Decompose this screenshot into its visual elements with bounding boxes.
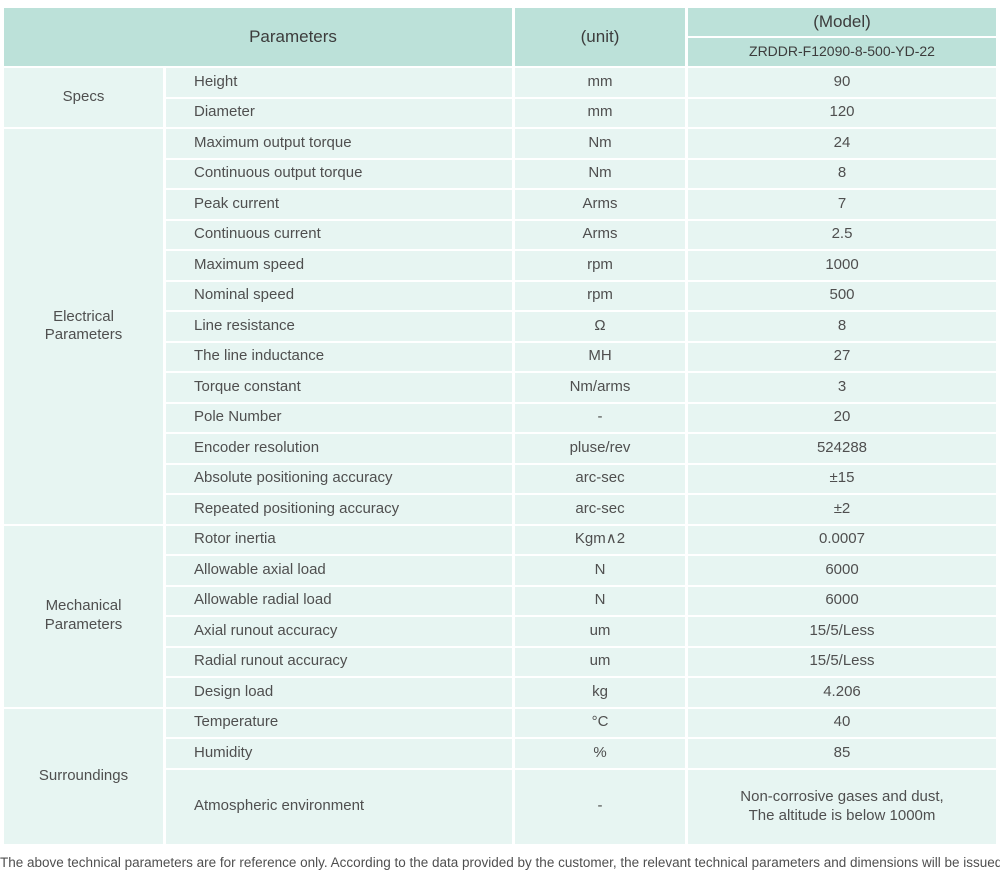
value-encoder-resolution: 524288 bbox=[688, 434, 996, 463]
unit-torque-constant: Nm/arms bbox=[515, 373, 685, 402]
param-name-continuous-current: Continuous current bbox=[166, 220, 512, 249]
unit-maximum-speed: rpm bbox=[515, 251, 685, 280]
header-parameters: Parameters bbox=[4, 8, 512, 66]
unit-repeated-positioning-accuracy: arc-sec bbox=[515, 495, 685, 524]
param-name-absolute-positioning-accuracy: Absolute positioning accuracy bbox=[166, 464, 512, 493]
param-name-repeated-positioning-accuracy: Repeated positioning accuracy bbox=[166, 495, 512, 524]
unit-rotor-inertia: Kgm∧2 bbox=[515, 525, 685, 554]
param-name-atmospheric-environment: Atmospheric environment bbox=[166, 769, 512, 844]
value-design-load: 4.206 bbox=[688, 678, 996, 707]
param-name-temperature: Temperature bbox=[166, 708, 512, 737]
value-continuous-output-torque: 8 bbox=[688, 159, 996, 188]
footer-note: The above technical parameters are for r… bbox=[0, 855, 1000, 870]
unit-absolute-positioning-accuracy: arc-sec bbox=[515, 464, 685, 493]
value-maximum-output-torque: 24 bbox=[688, 129, 996, 158]
value-continuous-current: 2.5 bbox=[688, 220, 996, 249]
unit-nominal-speed: rpm bbox=[515, 281, 685, 310]
section-label-electrical-parameters: Electrical Parameters bbox=[4, 129, 163, 524]
param-name-maximum-speed: Maximum speed bbox=[166, 251, 512, 280]
unit-atmospheric-environment: - bbox=[515, 769, 685, 844]
value-the-line-inductance: 27 bbox=[688, 342, 996, 371]
param-name-humidity: Humidity bbox=[166, 739, 512, 768]
param-name-allowable-radial-load: Allowable radial load bbox=[166, 586, 512, 615]
unit-allowable-radial-load: N bbox=[515, 586, 685, 615]
param-name-design-load: Design load bbox=[166, 678, 512, 707]
unit-height: mm bbox=[515, 68, 685, 97]
unit-maximum-output-torque: Nm bbox=[515, 129, 685, 158]
param-name-maximum-output-torque: Maximum output torque bbox=[166, 129, 512, 158]
param-name-height: Height bbox=[166, 68, 512, 97]
param-name-allowable-axial-load: Allowable axial load bbox=[166, 556, 512, 585]
param-name-the-line-inductance: The line inductance bbox=[166, 342, 512, 371]
unit-temperature: °C bbox=[515, 708, 685, 737]
value-allowable-axial-load: 6000 bbox=[688, 556, 996, 585]
param-name-continuous-output-torque: Continuous output torque bbox=[166, 159, 512, 188]
value-radial-runout-accuracy: 15/5/Less bbox=[688, 647, 996, 676]
unit-the-line-inductance: MH bbox=[515, 342, 685, 371]
value-repeated-positioning-accuracy: ±2 bbox=[688, 495, 996, 524]
param-name-peak-current: Peak current bbox=[166, 190, 512, 219]
header-model: (Model) bbox=[688, 8, 996, 36]
value-nominal-speed: 500 bbox=[688, 281, 996, 310]
value-peak-current: 7 bbox=[688, 190, 996, 219]
value-rotor-inertia: 0.0007 bbox=[688, 525, 996, 554]
value-absolute-positioning-accuracy: ±15 bbox=[688, 464, 996, 493]
value-axial-runout-accuracy: 15/5/Less bbox=[688, 617, 996, 646]
unit-diameter: mm bbox=[515, 98, 685, 127]
value-atmospheric-environment: Non-corrosive gases and dust, The altitu… bbox=[688, 769, 996, 844]
param-name-line-resistance: Line resistance bbox=[166, 312, 512, 341]
unit-humidity: % bbox=[515, 739, 685, 768]
section-label-mechanical-parameters: Mechanical Parameters bbox=[4, 525, 163, 707]
unit-peak-current: Arms bbox=[515, 190, 685, 219]
unit-continuous-output-torque: Nm bbox=[515, 159, 685, 188]
value-pole-number: 20 bbox=[688, 403, 996, 432]
unit-line-resistance: Ω bbox=[515, 312, 685, 341]
param-name-diameter: Diameter bbox=[166, 98, 512, 127]
value-temperature: 40 bbox=[688, 708, 996, 737]
value-maximum-speed: 1000 bbox=[688, 251, 996, 280]
unit-encoder-resolution: pluse/rev bbox=[515, 434, 685, 463]
value-humidity: 85 bbox=[688, 739, 996, 768]
value-diameter: 120 bbox=[688, 98, 996, 127]
header-unit: (unit) bbox=[515, 8, 685, 66]
value-line-resistance: 8 bbox=[688, 312, 996, 341]
unit-continuous-current: Arms bbox=[515, 220, 685, 249]
param-name-radial-runout-accuracy: Radial runout accuracy bbox=[166, 647, 512, 676]
unit-allowable-axial-load: N bbox=[515, 556, 685, 585]
unit-radial-runout-accuracy: um bbox=[515, 647, 685, 676]
header-model-code: ZRDDR-F12090-8-500-YD-22 bbox=[688, 38, 996, 66]
section-label-surroundings: Surroundings bbox=[4, 708, 163, 844]
param-name-encoder-resolution: Encoder resolution bbox=[166, 434, 512, 463]
value-allowable-radial-load: 6000 bbox=[688, 586, 996, 615]
unit-pole-number: - bbox=[515, 403, 685, 432]
param-name-nominal-speed: Nominal speed bbox=[166, 281, 512, 310]
section-label-specs: Specs bbox=[4, 68, 163, 127]
value-torque-constant: 3 bbox=[688, 373, 996, 402]
param-name-axial-runout-accuracy: Axial runout accuracy bbox=[166, 617, 512, 646]
unit-design-load: kg bbox=[515, 678, 685, 707]
param-name-rotor-inertia: Rotor inertia bbox=[166, 525, 512, 554]
param-name-pole-number: Pole Number bbox=[166, 403, 512, 432]
value-height: 90 bbox=[688, 68, 996, 97]
parameters-table: Parameters (unit) (Model) ZRDDR-F12090-8… bbox=[4, 8, 996, 844]
param-name-torque-constant: Torque constant bbox=[166, 373, 512, 402]
unit-axial-runout-accuracy: um bbox=[515, 617, 685, 646]
